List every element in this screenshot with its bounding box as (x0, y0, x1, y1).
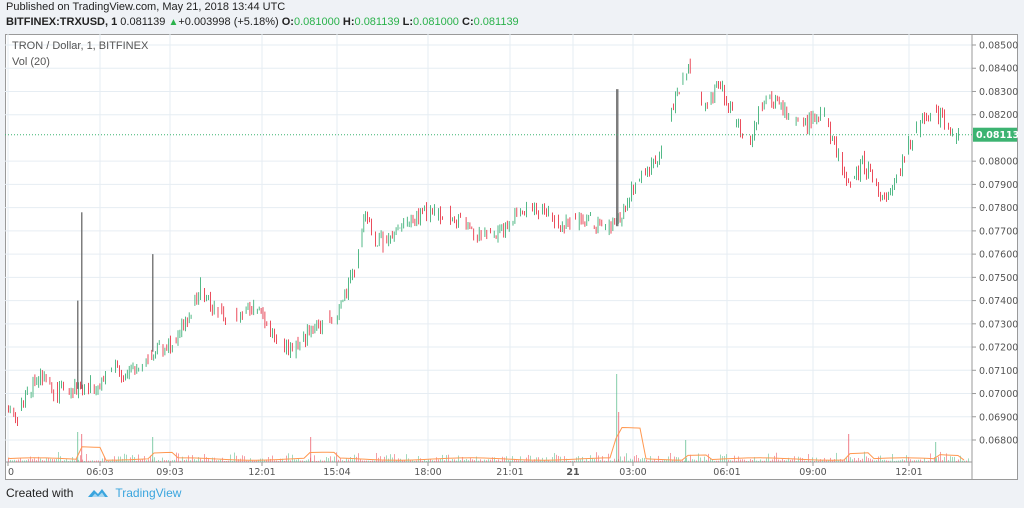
price-spike (77, 300, 79, 389)
time-axis: 0 06:03 09:03 12:01 15:04 18:00 21:01 21 03:00 06… (7, 462, 923, 478)
published-info: Published on TradingView.com, May 21, 20… (6, 1, 286, 13)
volume-bars (8, 374, 969, 462)
open-value: 0.081000 (293, 16, 340, 28)
low-label: L: (402, 16, 414, 28)
time-tick-label: 18:00 (414, 467, 441, 478)
symbol-name: BITFINEX:TRXUSD, 1 (6, 16, 118, 28)
time-tick-label: 09:00 (799, 467, 826, 478)
up-arrow-icon: ▲ (168, 17, 179, 28)
series-legend[interactable]: TRON / Dollar, 1, BITFINEX (12, 40, 149, 52)
time-tick-label: 0 (8, 467, 14, 478)
last-price: 0.081139 (120, 16, 166, 28)
chart-frame (5, 34, 1018, 480)
price-spike (81, 212, 83, 389)
footer: Created with TradingView (6, 486, 181, 500)
time-tick-label: 12:01 (895, 467, 922, 478)
candles (8, 58, 959, 427)
time-tick-label: 21 (566, 467, 579, 478)
price-spike (152, 254, 154, 352)
last-price-marker (973, 127, 1017, 142)
time-tick-label: 09:03 (156, 467, 183, 478)
open-label: O: (281, 16, 294, 28)
volume-ma-line (7, 427, 965, 461)
time-tick-label: 21:01 (496, 467, 523, 478)
grid (5, 34, 972, 462)
price-change: +0.003998 (+5.18%) (178, 16, 279, 28)
close-label: C: (462, 16, 474, 28)
symbol-quote-bar: BITFINEX:TRXUSD, 1 0.081139 ▲+0.003998 (… (6, 16, 519, 28)
last-price-label: 0.081139 (976, 130, 1018, 141)
volume-legend[interactable]: Vol (20) (12, 56, 50, 68)
time-tick-label: 15:04 (323, 467, 350, 478)
high-value: 0.081139 (354, 16, 400, 28)
high-label: H: (342, 16, 355, 28)
price-spike (616, 89, 619, 227)
time-tick-label: 12:01 (248, 467, 275, 478)
time-tick-label: 06:01 (713, 467, 740, 478)
time-tick-label: 06:03 (86, 467, 113, 478)
created-with-label: Created with (6, 486, 74, 500)
tradingview-brand-link[interactable]: TradingView (115, 486, 182, 500)
tradingview-logo-icon (88, 489, 109, 497)
time-tick-label: 03:00 (619, 467, 646, 478)
low-value: 0.081000 (413, 16, 459, 28)
close-value: 0.081139 (473, 16, 519, 28)
